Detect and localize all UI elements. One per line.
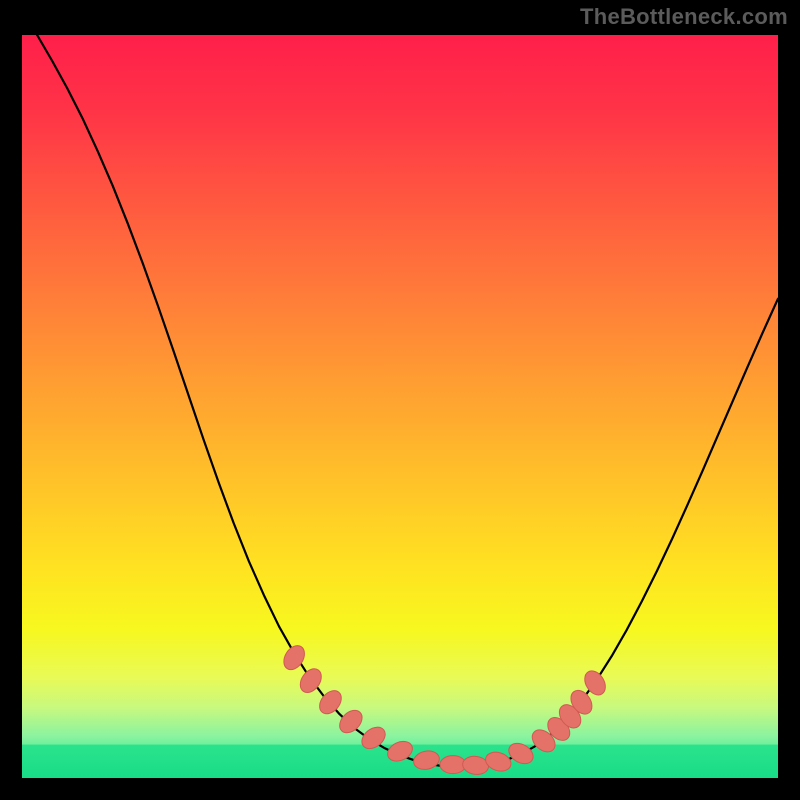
plot-area: [22, 35, 778, 778]
gradient-background: [22, 35, 778, 778]
chart-frame: TheBottleneck.com: [0, 0, 800, 800]
chart-svg: [22, 35, 778, 778]
curve-marker: [440, 756, 466, 774]
watermark-text: TheBottleneck.com: [580, 4, 788, 30]
